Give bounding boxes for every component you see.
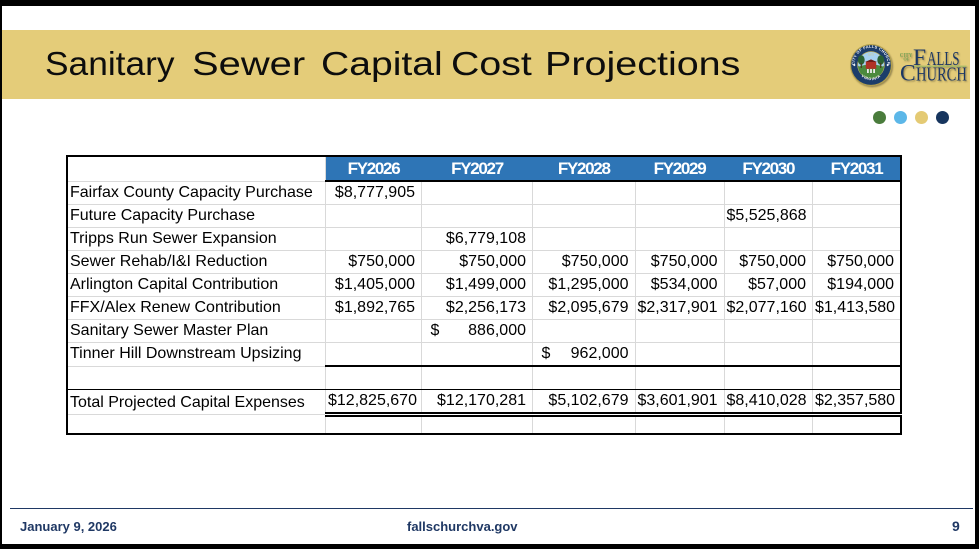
svg-text:ALLS: ALLS <box>927 48 960 70</box>
svg-text:1875: 1875 <box>868 53 874 57</box>
svg-text:HURCH: HURCH <box>916 64 967 86</box>
svg-text:C: C <box>900 61 916 87</box>
svg-text:CITY: CITY <box>900 53 913 59</box>
svg-text:OF: OF <box>903 56 909 61</box>
svg-text:F: F <box>913 45 926 71</box>
svg-text:VIRGINIA: VIRGINIA <box>860 74 881 81</box>
